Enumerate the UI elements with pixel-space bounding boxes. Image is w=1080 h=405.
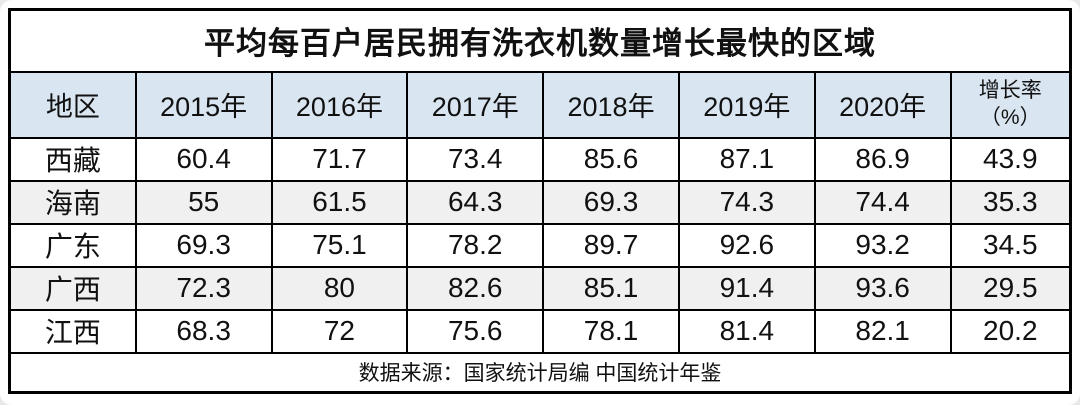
- table-cell: 73.4: [406, 136, 545, 182]
- col-header-2016: 2016年: [270, 70, 409, 139]
- table-cell: 89.7: [542, 222, 680, 268]
- table-row-xizang: 西藏 60.4 71.7 73.4 85.6 87.1 86.9 43.9: [8, 136, 1072, 182]
- growth-rate-cell: 35.3: [949, 179, 1072, 225]
- data-source-label: 数据来源：国家统计局编 中国统计年鉴: [8, 351, 1072, 394]
- table-cell: 72.3: [134, 265, 273, 311]
- table-row-guangxi: 广西 72.3 80 82.6 85.1 91.4 93.6 29.5: [8, 265, 1072, 311]
- table-cell: 82.6: [406, 265, 545, 311]
- table-cell: 61.5: [270, 179, 409, 225]
- col-header-2020: 2020年: [813, 70, 952, 139]
- table-cell: 86.9: [813, 136, 952, 182]
- growth-rate-cell: 34.5: [949, 222, 1072, 268]
- table-cell: 75.1: [270, 222, 409, 268]
- col-header-region: 地区: [8, 70, 137, 139]
- header-row: 地区 2015年 2016年 2017年 2018年 2019年 2020年 增…: [8, 70, 1072, 139]
- table-cell: 60.4: [134, 136, 273, 182]
- table-row-jiangxi: 江西 68.3 72 75.6 78.1 81.4 82.1 20.2: [8, 308, 1072, 354]
- table-cell: 64.3: [406, 179, 545, 225]
- region-cell: 广东: [8, 222, 137, 268]
- title-row: 平均每百户居民拥有洗衣机数量增长最快的区域: [8, 8, 1072, 73]
- table-cell: 85.6: [542, 136, 680, 182]
- table-title: 平均每百户居民拥有洗衣机数量增长最快的区域: [8, 8, 1072, 73]
- growth-rate-cell: 29.5: [949, 265, 1072, 311]
- table-cell: 85.1: [542, 265, 680, 311]
- table-cell: 74.3: [677, 179, 816, 225]
- col-header-growth-rate: 增长率 （%）: [949, 70, 1072, 139]
- table-cell: 68.3: [134, 308, 273, 354]
- table-cell: 55: [134, 179, 273, 225]
- table-cell: 75.6: [406, 308, 545, 354]
- table-cell: 72: [270, 308, 409, 354]
- growth-rate-unit: （%）: [979, 105, 1041, 129]
- table-cell: 69.3: [134, 222, 273, 268]
- table-cell: 80: [270, 265, 409, 311]
- col-header-2017: 2017年: [406, 70, 545, 139]
- table-cell: 74.4: [813, 179, 952, 225]
- growth-rate-label: 增长率: [978, 79, 1042, 103]
- table-cell: 91.4: [677, 265, 816, 311]
- region-cell: 广西: [8, 265, 137, 311]
- table-cell: 81.4: [677, 308, 816, 354]
- table-cell: 82.1: [813, 308, 952, 354]
- col-header-2019: 2019年: [677, 70, 816, 139]
- table-cell: 71.7: [270, 136, 409, 182]
- table-cell: 87.1: [677, 136, 816, 182]
- table-cell: 92.6: [677, 222, 816, 268]
- region-cell: 西藏: [8, 136, 137, 182]
- region-cell: 海南: [8, 179, 137, 225]
- table-row-hainan: 海南 55 61.5 64.3 69.3 74.3 74.4 35.3: [8, 179, 1072, 225]
- col-header-2015: 2015年: [134, 70, 273, 139]
- table-row-guangdong: 广东 69.3 75.1 78.2 89.7 92.6 93.2 34.5: [8, 222, 1072, 268]
- growth-rate-cell: 43.9: [949, 136, 1072, 182]
- table-cell: 93.6: [813, 265, 952, 311]
- col-header-2018: 2018年: [542, 70, 680, 139]
- table-cell: 78.2: [406, 222, 545, 268]
- table-cell: 78.1: [542, 308, 680, 354]
- table-cell: 69.3: [542, 179, 680, 225]
- washing-machine-table: 平均每百户居民拥有洗衣机数量增长最快的区域 地区 2015年 2016年 201…: [8, 8, 1072, 394]
- footer-row: 数据来源：国家统计局编 中国统计年鉴: [8, 351, 1072, 394]
- region-cell: 江西: [8, 308, 137, 354]
- growth-rate-cell: 20.2: [949, 308, 1072, 354]
- table-cell: 93.2: [813, 222, 952, 268]
